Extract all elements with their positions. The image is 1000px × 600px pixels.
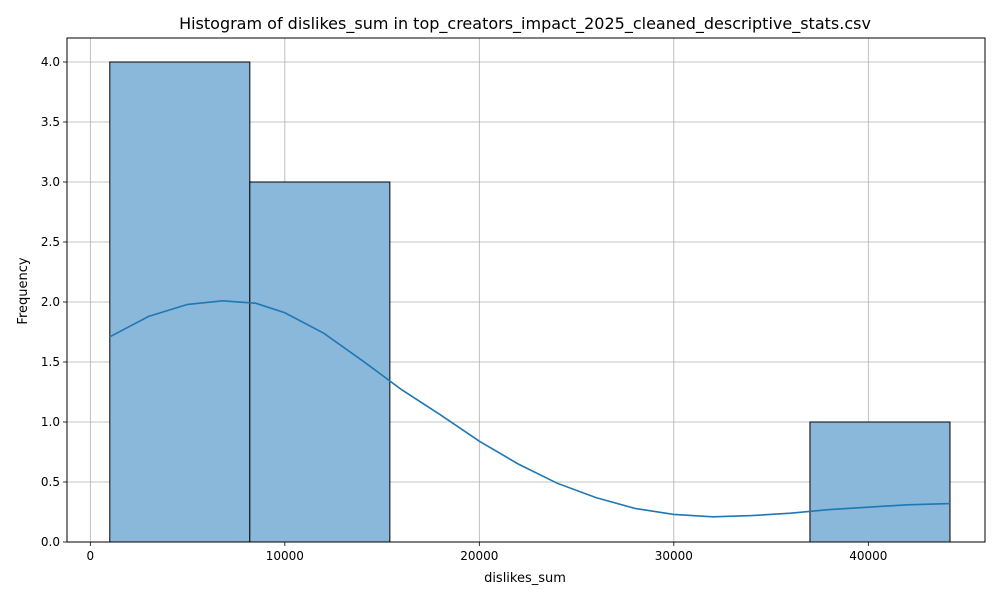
y-tick-label: 1.5	[41, 355, 60, 369]
kde-curve	[109, 299, 951, 518]
x-tick-label: 10000	[266, 549, 304, 563]
histogram-bar	[809, 421, 951, 543]
y-tick-label: 0.0	[41, 535, 60, 549]
y-tick-label: 3.0	[41, 175, 60, 189]
y-axis-label: Frequency	[16, 257, 31, 324]
y-tick-label: 2.5	[41, 235, 60, 249]
y-tick-label: 3.5	[41, 115, 60, 129]
y-tick-label: 2.0	[41, 295, 60, 309]
plot-frame	[66, 37, 986, 543]
x-axis-ticks: 0 10000 20000 30000 40000	[87, 542, 887, 563]
y-tick-label: 4.0	[41, 55, 60, 69]
y-tick-label: 1.0	[41, 415, 60, 429]
x-tick-label: 40000	[849, 549, 887, 563]
x-tick-label: 20000	[460, 549, 498, 563]
bars-layer	[109, 61, 951, 543]
chart-title: Histogram of dislikes_sum in top_creator…	[179, 14, 871, 34]
x-axis-label: dislikes_sum	[484, 571, 566, 586]
y-tick-label: 0.5	[41, 475, 60, 489]
histogram-bar	[249, 181, 391, 543]
x-tick-label: 30000	[655, 549, 693, 563]
histogram-bar	[109, 61, 251, 543]
y-axis-ticks: 0.0 0.5 1.0 1.5 2.0 2.5 3.0 3.5 4.0	[41, 55, 67, 549]
x-tick-label: 0	[87, 549, 95, 563]
